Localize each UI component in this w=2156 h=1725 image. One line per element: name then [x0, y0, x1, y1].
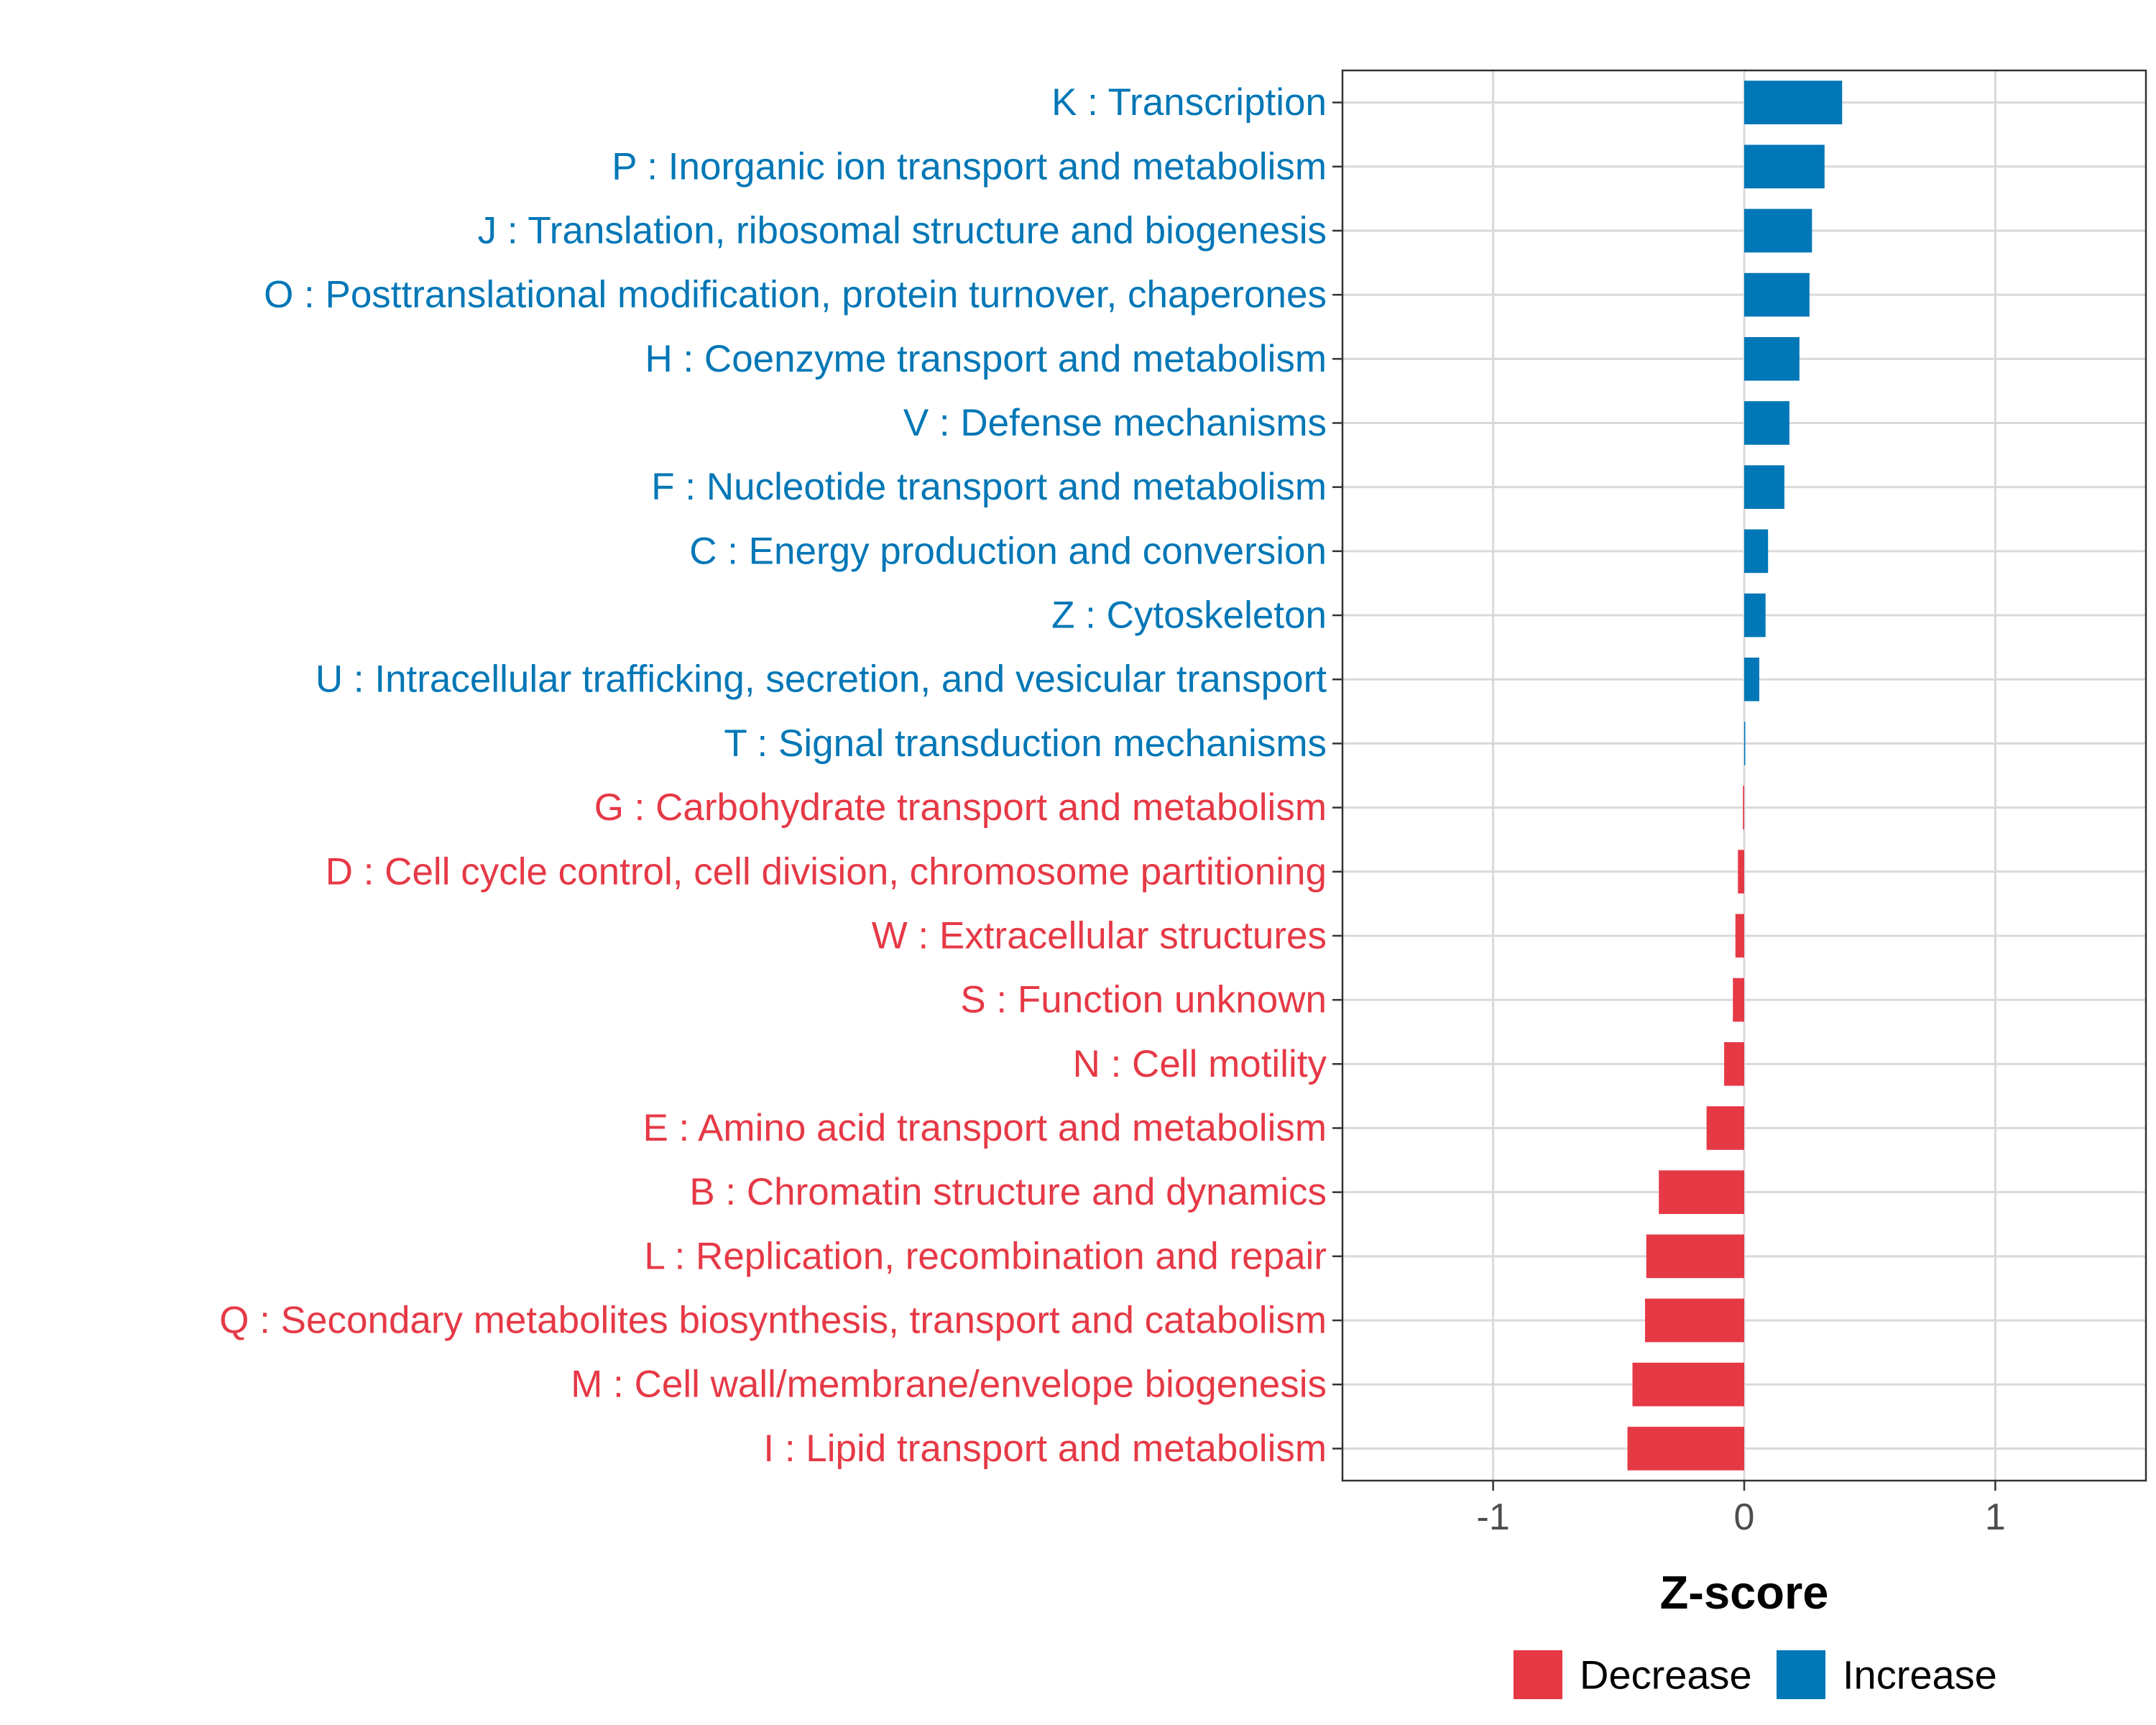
bar-k: [1744, 80, 1843, 124]
x-tick-label: 1: [1985, 1496, 2006, 1538]
bar-t: [1744, 722, 1746, 765]
bar-j: [1744, 208, 1812, 253]
x-axis-ticks: -1 0 1: [1477, 1481, 2006, 1538]
legend-key-decrease: [1514, 1650, 1562, 1699]
category-label: N : Cell motility: [1073, 1043, 1327, 1085]
bar-p: [1744, 144, 1825, 189]
category-label: S : Function unknown: [960, 979, 1327, 1021]
x-tick-label: -1: [1477, 1496, 1510, 1538]
category-label: I : Lipid transport and metabolism: [763, 1427, 1327, 1470]
bar-f: [1744, 465, 1784, 510]
category-label: W : Extracellular structures: [872, 914, 1327, 957]
bar-s: [1733, 978, 1744, 1022]
category-label: Q : Secondary metabolites biosynthesis, …: [219, 1300, 1327, 1342]
category-label: J : Translation, ribosomal structure and…: [478, 209, 1327, 252]
legend: Decrease Increase: [1514, 1650, 1997, 1699]
category-label: B : Chromatin structure and dynamics: [689, 1171, 1327, 1213]
bar-l: [1646, 1234, 1744, 1279]
bar-n: [1724, 1041, 1744, 1086]
bar-h: [1744, 336, 1800, 381]
y-axis-ticks: K : Transcription P : Inorganic ion trans…: [219, 81, 1342, 1470]
legend-key-increase: [1777, 1650, 1825, 1699]
bar-u: [1744, 657, 1759, 702]
category-label: E : Amino acid transport and metabolism: [642, 1107, 1327, 1149]
category-label: F : Nucleotide transport and metabolism: [651, 466, 1327, 508]
bar-e: [1706, 1106, 1744, 1150]
category-label: O : Posttranslational modification, prot…: [264, 274, 1327, 316]
bar-b: [1659, 1170, 1744, 1215]
category-label: T : Signal transduction mechanisms: [724, 722, 1327, 765]
x-axis-title: Z-score: [1660, 1566, 1829, 1619]
bar-z: [1744, 593, 1766, 638]
bar-w: [1735, 914, 1744, 958]
bar-c: [1744, 529, 1769, 574]
legend-label-increase: Increase: [1843, 1652, 1997, 1698]
bar-q: [1644, 1298, 1744, 1343]
category-label: H : Coenzyme transport and metabolism: [645, 338, 1327, 380]
x-tick-label: 0: [1734, 1496, 1755, 1538]
bar-v: [1744, 401, 1789, 445]
category-label: U : Intracellular trafficking, secretion…: [315, 658, 1327, 701]
category-label: C : Energy production and conversion: [689, 530, 1327, 572]
category-label: Z : Cytoskeleton: [1051, 594, 1327, 637]
category-label: L : Replication, recombination and repai…: [644, 1235, 1327, 1277]
category-label: G : Carbohydrate transport and metabolis…: [594, 786, 1327, 829]
category-label: M : Cell wall/membrane/envelope biogenes…: [571, 1363, 1327, 1406]
legend-label-decrease: Decrease: [1580, 1652, 1752, 1698]
bar-i: [1627, 1427, 1744, 1471]
bar-m: [1632, 1362, 1744, 1407]
bar-g: [1743, 786, 1744, 829]
category-label: P : Inorganic ion transport and metaboli…: [612, 145, 1327, 188]
bar-o: [1744, 272, 1810, 317]
category-label: V : Defense mechanisms: [903, 402, 1327, 444]
category-label: D : Cell cycle control, cell division, c…: [326, 850, 1327, 893]
bar-d: [1738, 850, 1744, 894]
category-label: K : Transcription: [1051, 81, 1327, 124]
bars: [1627, 80, 1843, 1471]
